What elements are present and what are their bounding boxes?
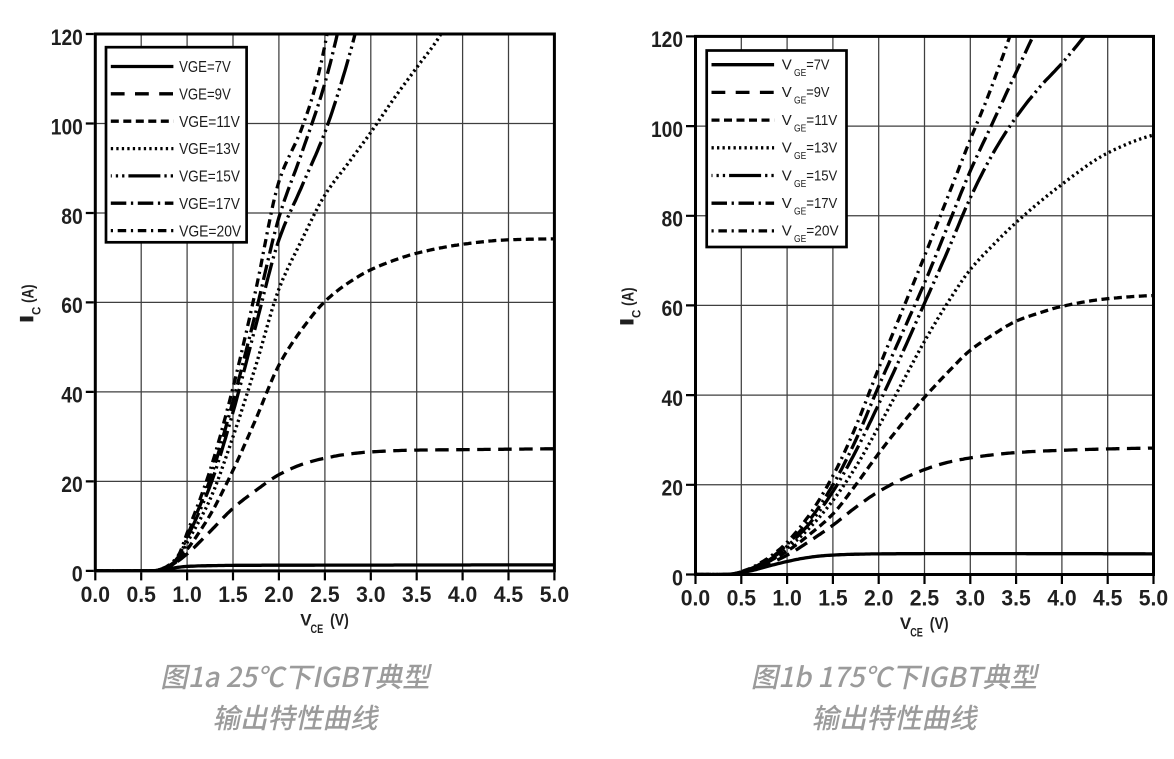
- svg-text:GE: GE: [794, 67, 806, 79]
- svg-text:CE: CE: [910, 628, 923, 640]
- svg-text:3.0: 3.0: [356, 582, 385, 607]
- svg-text:VGE=17V: VGE=17V: [179, 196, 240, 213]
- svg-text:=20V: =20V: [806, 223, 838, 240]
- svg-text:3.5: 3.5: [1001, 586, 1030, 611]
- svg-text:V: V: [782, 84, 792, 101]
- svg-text:100: 100: [651, 117, 683, 142]
- svg-text:GE: GE: [794, 178, 806, 190]
- svg-text:1.0: 1.0: [172, 582, 201, 607]
- svg-text:VGE=20V: VGE=20V: [179, 223, 242, 240]
- svg-text:2.5: 2.5: [910, 586, 939, 611]
- svg-text:VGE=15V: VGE=15V: [179, 169, 240, 186]
- svg-text:GE: GE: [794, 150, 806, 162]
- svg-text:3.0: 3.0: [956, 586, 985, 611]
- svg-text:1.0: 1.0: [772, 586, 801, 611]
- svg-text:V: V: [300, 611, 312, 630]
- svg-text:VGE=7V: VGE=7V: [179, 59, 231, 76]
- svg-text:100: 100: [51, 114, 83, 139]
- svg-text:1.5: 1.5: [218, 582, 247, 607]
- svg-text:3.5: 3.5: [402, 582, 431, 607]
- svg-text:4.5: 4.5: [1093, 586, 1122, 611]
- svg-text:0: 0: [672, 565, 683, 590]
- svg-text:4.5: 4.5: [494, 582, 523, 607]
- svg-text:VGE=9V: VGE=9V: [179, 87, 231, 104]
- svg-text:0.5: 0.5: [727, 586, 756, 611]
- svg-text:=15V: =15V: [806, 167, 837, 184]
- svg-text:(V): (V): [930, 614, 949, 633]
- svg-text:V: V: [782, 140, 792, 157]
- svg-text:4.0: 4.0: [448, 582, 477, 607]
- svg-text:=13V: =13V: [806, 140, 837, 157]
- svg-text:(A): (A): [18, 284, 37, 303]
- svg-text:V: V: [782, 112, 792, 129]
- svg-text:40: 40: [61, 383, 83, 408]
- svg-text:60: 60: [61, 293, 83, 318]
- svg-text:=17V: =17V: [806, 195, 837, 212]
- svg-text:20: 20: [662, 476, 684, 501]
- svg-text:C: C: [632, 310, 644, 318]
- svg-text:V: V: [782, 167, 792, 184]
- svg-text:120: 120: [651, 27, 683, 52]
- svg-text:GE: GE: [794, 233, 806, 245]
- svg-text:0: 0: [72, 562, 83, 587]
- svg-text:V: V: [782, 223, 792, 240]
- svg-text:=9V: =9V: [806, 84, 829, 101]
- svg-text:2.0: 2.0: [264, 582, 293, 607]
- svg-text:5.0: 5.0: [1139, 586, 1168, 611]
- svg-text:60: 60: [662, 296, 684, 321]
- svg-text:0.0: 0.0: [81, 582, 110, 607]
- svg-text:(A): (A): [619, 287, 638, 306]
- svg-text:0.0: 0.0: [681, 586, 710, 611]
- svg-text:20: 20: [61, 472, 83, 497]
- svg-text:4.0: 4.0: [1047, 586, 1076, 611]
- svg-text:VGE=13V: VGE=13V: [179, 141, 240, 158]
- svg-text:120: 120: [51, 25, 83, 50]
- svg-text:(V): (V): [330, 611, 349, 630]
- svg-text:2.5: 2.5: [310, 582, 339, 607]
- svg-text:40: 40: [662, 386, 684, 411]
- svg-text:GE: GE: [794, 122, 806, 134]
- svg-text:80: 80: [61, 204, 83, 229]
- svg-text:V: V: [782, 195, 792, 212]
- svg-text:V: V: [782, 57, 792, 74]
- svg-text:GE: GE: [794, 95, 806, 107]
- svg-text:=7V: =7V: [806, 57, 829, 74]
- svg-text:80: 80: [662, 207, 684, 232]
- svg-text:=11V: =11V: [806, 112, 837, 129]
- svg-text:5.0: 5.0: [540, 582, 569, 607]
- svg-text:1.5: 1.5: [818, 586, 847, 611]
- svg-text:CE: CE: [311, 624, 324, 636]
- svg-text:GE: GE: [794, 206, 806, 218]
- svg-text:C: C: [32, 307, 44, 315]
- svg-text:VGE=11V: VGE=11V: [179, 114, 240, 131]
- svg-text:V: V: [900, 614, 912, 633]
- svg-text:0.5: 0.5: [127, 582, 156, 607]
- svg-text:2.0: 2.0: [864, 586, 893, 611]
